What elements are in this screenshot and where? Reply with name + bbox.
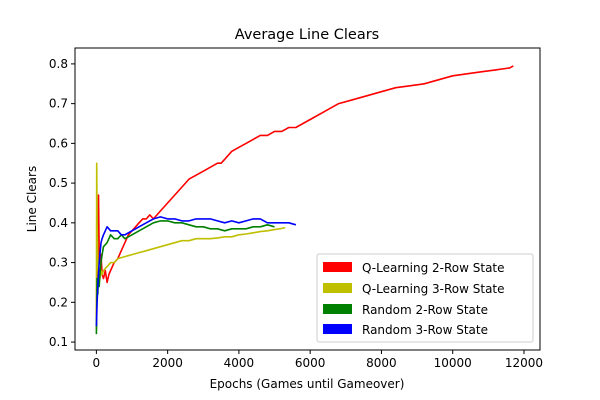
x-tick-label: 6000	[295, 356, 326, 370]
x-tick-label: 12000	[505, 356, 543, 370]
series-line-2	[95, 162, 286, 331]
y-tick-label: 0.1	[49, 335, 68, 349]
y-tick-label: 0.2	[49, 295, 68, 309]
y-tick-label: 0.3	[49, 256, 68, 270]
legend-label-r2: Random 2-Row State	[362, 303, 488, 317]
series-line-3	[95, 220, 275, 335]
legend-swatch-r2	[323, 304, 352, 314]
series-line-1	[95, 65, 514, 319]
x-tick-label: 8000	[366, 356, 397, 370]
y-tick-label: 0.7	[49, 97, 68, 111]
legend-swatch-q3	[323, 283, 352, 293]
y-tick-label: 0.5	[49, 176, 68, 190]
legend-label-r3: Random 3-Row State	[362, 323, 488, 337]
x-tick-label: 10000	[434, 356, 472, 370]
x-axis: 0 2000 4000 6000 8000 10000 12000	[93, 350, 543, 370]
legend-label-q3: Q-Learning 3-Row State	[362, 282, 505, 296]
series-line-4	[95, 216, 297, 327]
legend-box	[316, 253, 534, 343]
x-tick-label: 2000	[152, 356, 183, 370]
legend-swatch-q2	[323, 262, 352, 272]
y-tick-label: 0.4	[49, 216, 68, 230]
y-tick-label: 0.8	[49, 57, 68, 71]
x-axis-label: Epochs (Games until Gameover)	[210, 377, 405, 391]
chart-title: Average Line Clears	[235, 27, 379, 43]
plot-frame	[74, 47, 541, 351]
y-axis-label: Line Clears	[25, 166, 39, 232]
legend: Q-Learning 2-Row State Q-Learning 3-Row …	[316, 253, 534, 343]
legend-label-q2: Q-Learning 2-Row State	[362, 261, 505, 275]
y-axis: 0.1 0.2 0.3 0.4 0.5 0.6 0.7 0.8	[49, 57, 75, 349]
x-tick-label: 0	[93, 356, 101, 370]
y-tick-label: 0.6	[49, 136, 68, 150]
legend-swatch-r3	[323, 324, 352, 334]
x-tick-label: 4000	[224, 356, 255, 370]
